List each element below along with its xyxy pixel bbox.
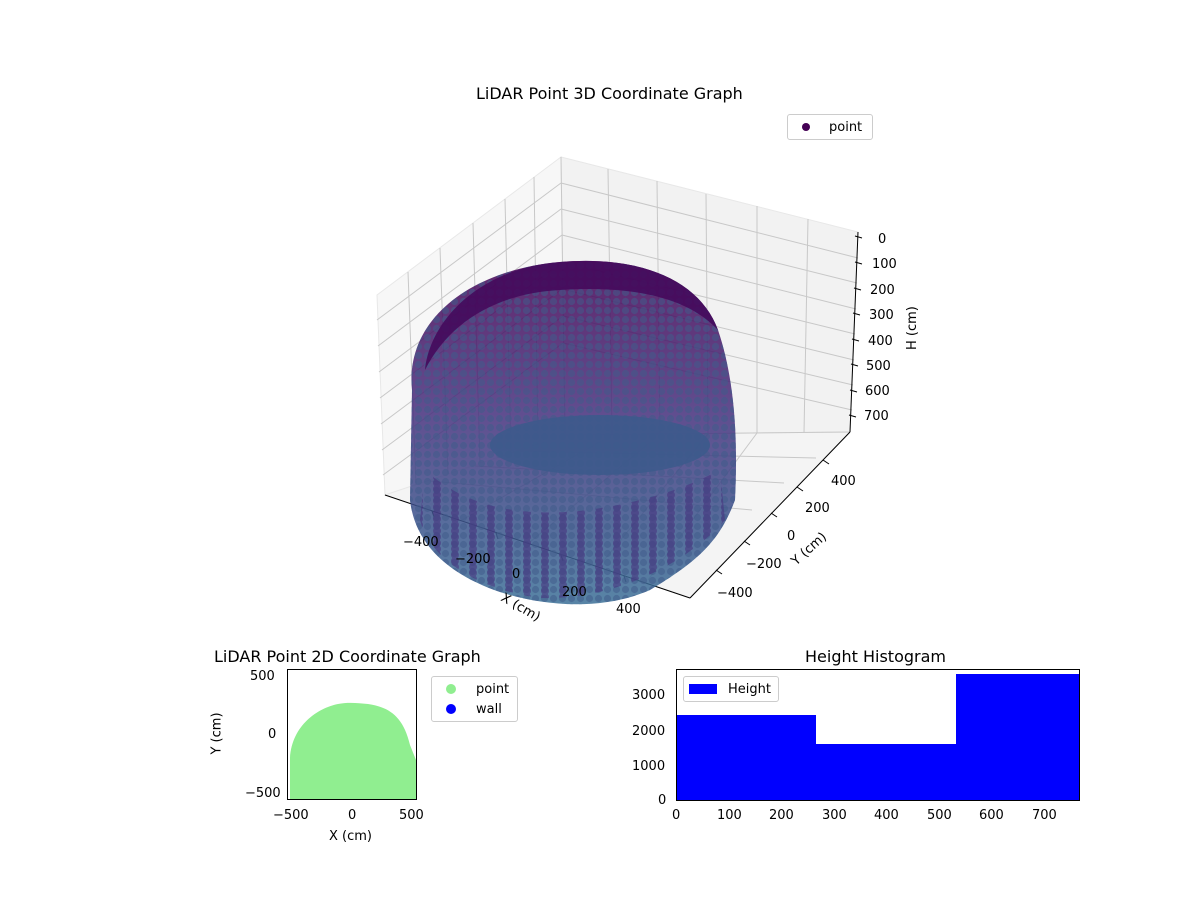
svg-text:−200: −200 xyxy=(455,552,491,567)
wall-marker-icon xyxy=(446,704,456,714)
svg-text:700: 700 xyxy=(864,409,889,424)
svg-text:400: 400 xyxy=(868,334,893,349)
svg-text:400: 400 xyxy=(616,602,641,617)
svg-text:600: 600 xyxy=(865,384,890,399)
svg-text:500: 500 xyxy=(866,359,891,374)
svg-text:−400: −400 xyxy=(717,586,753,601)
hist-bar xyxy=(956,674,1079,800)
plot2d-axes xyxy=(287,669,417,800)
hist-axes xyxy=(676,669,1080,801)
svg-text:0: 0 xyxy=(787,529,795,544)
plot2d-title: LiDAR Point 2D Coordinate Graph xyxy=(214,647,481,666)
svg-text:200: 200 xyxy=(805,501,830,516)
hist-legend: Height xyxy=(683,676,779,702)
plot2d-legend: point wall xyxy=(431,676,518,722)
svg-text:200: 200 xyxy=(562,585,587,600)
plot2d-ylabel: Y (cm) xyxy=(209,712,225,755)
plot3d-legend: point xyxy=(787,114,873,140)
point-region xyxy=(290,702,416,799)
svg-text:400: 400 xyxy=(831,474,856,489)
svg-text:−400: −400 xyxy=(403,535,439,550)
hist-title: Height Histogram xyxy=(805,647,946,666)
z-axis-label: H (cm) xyxy=(905,306,920,350)
legend-marker-icon xyxy=(802,123,810,131)
plot2d-xlabel: X (cm) xyxy=(329,829,372,844)
svg-text:300: 300 xyxy=(869,308,894,323)
svg-text:200: 200 xyxy=(870,283,895,298)
plot3d-title: LiDAR Point 3D Coordinate Graph xyxy=(476,84,743,103)
hist-bar xyxy=(816,744,956,800)
plot3d-canvas: 0 100 200 300 400 500 600 700 H (cm) 400… xyxy=(376,156,920,625)
z-tick: 0 xyxy=(878,232,886,247)
point-marker-icon xyxy=(446,684,456,694)
hist-bar xyxy=(677,715,816,800)
svg-text:100: 100 xyxy=(872,257,897,272)
svg-text:−200: −200 xyxy=(746,557,782,572)
height-swatch-icon xyxy=(689,684,717,694)
svg-text:0: 0 xyxy=(512,567,520,582)
